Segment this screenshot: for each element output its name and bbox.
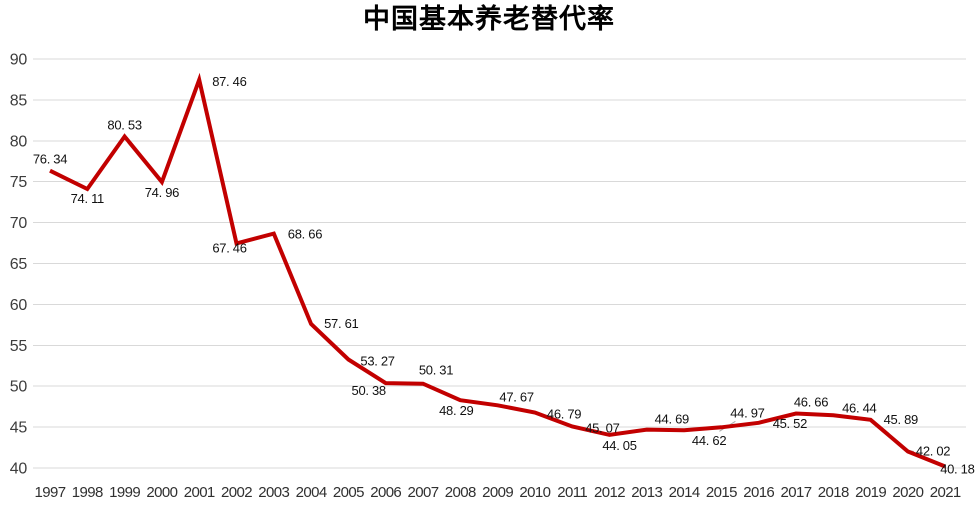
data-point-label: 45. 89 xyxy=(884,412,918,427)
x-axis-tick-label: 1998 xyxy=(72,484,103,501)
data-point-label: 50. 31 xyxy=(419,363,453,378)
y-axis-tick-label: 70 xyxy=(10,215,28,232)
data-point-label: 87. 46 xyxy=(212,74,246,89)
x-axis-tick-label: 2002 xyxy=(221,484,252,501)
y-axis-tick-label: 45 xyxy=(10,420,28,437)
x-axis-tick-label: 2004 xyxy=(296,484,327,501)
data-point-label: 44. 69 xyxy=(655,412,689,427)
data-point-label: 68. 66 xyxy=(288,227,322,242)
x-axis-tick-label: 2001 xyxy=(184,484,215,501)
data-point-label: 44. 62 xyxy=(692,433,726,448)
x-axis-tick-label: 2009 xyxy=(482,484,513,501)
y-axis-tick-label: 90 xyxy=(10,52,28,69)
y-axis-tick-label: 40 xyxy=(10,461,28,478)
data-point-label: 48. 29 xyxy=(439,403,473,418)
x-axis-tick-label: 2011 xyxy=(557,484,587,501)
x-axis-tick-label: 2014 xyxy=(669,484,700,501)
x-axis-tick-label: 1997 xyxy=(35,484,66,501)
x-axis-tick-label: 2007 xyxy=(408,484,439,501)
y-axis-tick-label: 60 xyxy=(10,297,28,314)
data-point-label: 47. 67 xyxy=(499,389,533,404)
data-point-label: 46. 66 xyxy=(794,395,828,410)
data-point-label: 40. 18 xyxy=(940,462,974,477)
data-point-label: 42. 02 xyxy=(916,443,950,458)
data-point-label: 45. 52 xyxy=(773,416,807,431)
y-axis-tick-label: 75 xyxy=(10,174,28,191)
data-point-label: 76. 34 xyxy=(33,152,67,167)
x-axis-tick-label: 1999 xyxy=(109,484,140,501)
data-point-label: 80. 53 xyxy=(107,117,141,132)
data-point-label: 74. 96 xyxy=(145,185,179,200)
data-point-label: 50. 38 xyxy=(352,383,386,398)
y-axis-tick-label: 50 xyxy=(10,379,28,396)
x-axis-tick-label: 2019 xyxy=(855,484,886,501)
y-axis-tick-label: 55 xyxy=(10,338,28,355)
x-axis-tick-label: 2017 xyxy=(781,484,812,501)
x-axis-tick-label: 2000 xyxy=(146,484,177,501)
data-point-label: 46. 79 xyxy=(547,406,581,421)
x-axis-tick-label: 2006 xyxy=(370,484,401,501)
y-axis-tick-label: 65 xyxy=(10,256,28,273)
data-point-label: 44. 97 xyxy=(730,405,764,420)
data-point-label: 74. 11 xyxy=(71,191,104,206)
x-axis-tick-label: 2018 xyxy=(818,484,849,501)
x-axis-tick-label: 2021 xyxy=(930,484,961,501)
data-point-label: 53. 27 xyxy=(360,353,394,368)
x-axis-tick-label: 2020 xyxy=(892,484,923,501)
x-axis-tick-label: 2015 xyxy=(706,484,737,501)
data-point-label: 57. 61 xyxy=(324,316,358,331)
x-axis-tick-label: 2012 xyxy=(594,484,625,501)
x-axis-tick-label: 2003 xyxy=(258,484,289,501)
data-point-label: 45. 07 xyxy=(585,421,619,436)
y-axis-tick-label: 85 xyxy=(10,92,28,109)
x-axis-tick-label: 2010 xyxy=(519,484,550,501)
data-point-label: 67. 46 xyxy=(212,240,246,255)
trend-line xyxy=(49,72,946,469)
data-point-label: 44. 05 xyxy=(602,438,636,453)
chart-title: 中国基本养老替代率 xyxy=(363,4,615,34)
y-axis-tick-label: 80 xyxy=(10,133,28,150)
data-point-label: 46. 44 xyxy=(842,400,876,415)
x-axis-tick-label: 2013 xyxy=(631,484,662,501)
x-axis-tick-label: 2005 xyxy=(333,484,364,501)
x-axis-tick-label: 2008 xyxy=(445,484,476,501)
x-axis-tick-label: 2016 xyxy=(743,484,774,501)
